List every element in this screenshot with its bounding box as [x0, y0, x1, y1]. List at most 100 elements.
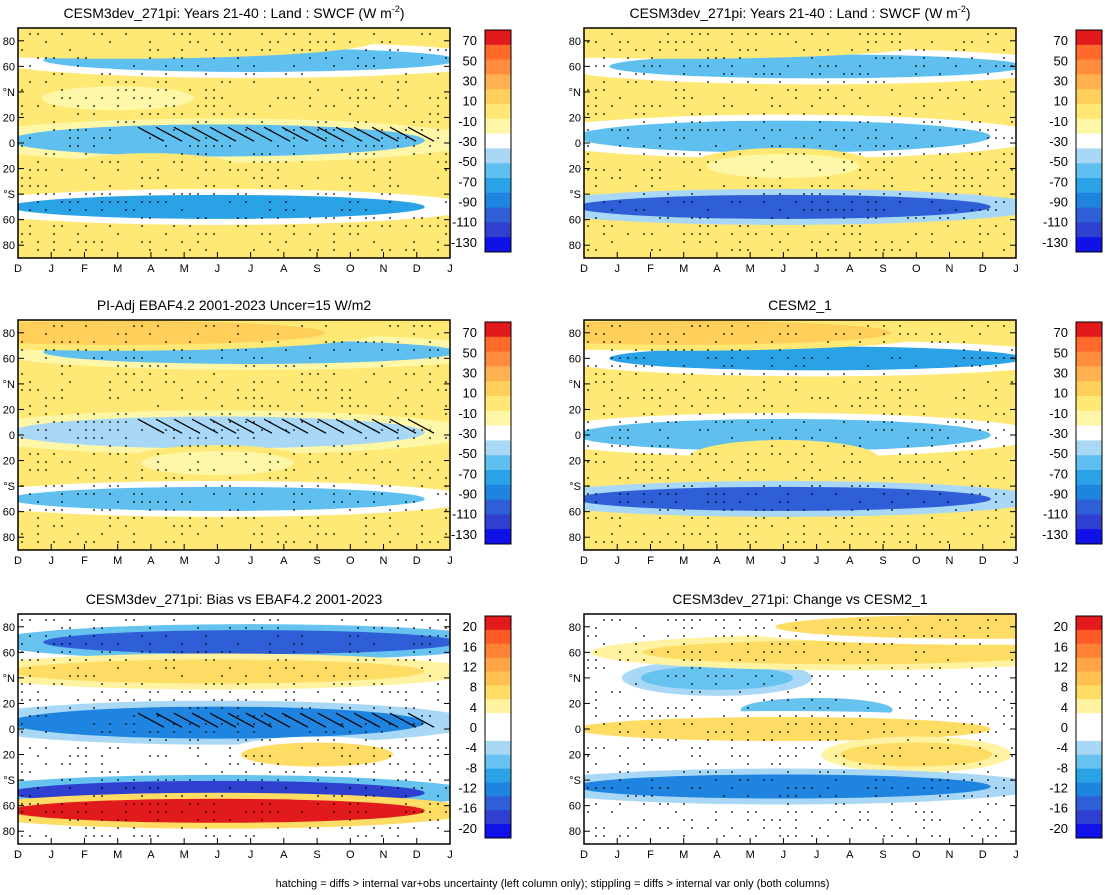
colorbar-frame — [1075, 321, 1103, 545]
y-tick-label: 0 — [9, 724, 15, 736]
y-tick-label: °N — [3, 379, 15, 391]
colorbar-label: 10 — [1054, 386, 1068, 401]
y-tick-label: °N — [569, 87, 581, 99]
colorbar-swatch — [1076, 685, 1102, 700]
colorbar-swatch — [485, 148, 511, 164]
colorbar-swatch — [485, 440, 511, 456]
band-core — [584, 28, 891, 53]
x-tick-label: M — [113, 263, 122, 275]
y-tick-label: 60 — [3, 353, 15, 365]
x-tick-label: J — [781, 849, 787, 861]
colorbar-swatch — [1076, 104, 1102, 120]
y-tick-label: °S — [569, 189, 581, 201]
colorbar-swatch — [1076, 529, 1102, 545]
colorbar-label: -130 — [1042, 527, 1068, 542]
band-core — [241, 742, 394, 767]
colorbar-swatch — [485, 657, 511, 672]
colorbar-swatch — [485, 824, 511, 839]
colorbar-swatch — [485, 207, 511, 223]
colorbar-label: 50 — [1054, 345, 1068, 360]
colorbar-label: -130 — [451, 527, 477, 542]
colorbar-swatch — [485, 796, 511, 811]
y-tick-label: 80 — [3, 328, 15, 340]
band-core — [640, 665, 793, 690]
band-core — [707, 446, 860, 470]
colorbar-label: -30 — [458, 426, 477, 441]
colorbar-swatch — [1076, 440, 1102, 456]
x-tick-label: A — [846, 555, 854, 567]
colorbar-label: 30 — [463, 365, 477, 380]
y-tick-label: 20 — [569, 698, 581, 710]
x-tick-label: J — [614, 263, 620, 275]
x-tick-label: J — [48, 263, 54, 275]
colorbar-label: 8 — [1061, 680, 1068, 695]
y-tick-label: °S — [569, 775, 581, 787]
y-tick-label: 20 — [3, 164, 15, 176]
colorbar-swatch — [485, 514, 511, 530]
x-tick-label: J — [215, 555, 221, 567]
colorbar-swatch — [485, 59, 511, 75]
colorbar-label: -50 — [458, 446, 477, 461]
colorbar-swatch — [485, 671, 511, 686]
x-tick-label: N — [380, 555, 388, 567]
x-tick-label: M — [746, 849, 755, 861]
y-tick-label: 0 — [575, 430, 581, 442]
colorbar-label: -110 — [1043, 507, 1068, 522]
colorbar-swatch — [1076, 74, 1102, 90]
y-tick-label: 0 — [9, 430, 15, 442]
colorbar-label: -70 — [458, 174, 477, 189]
band-core — [18, 416, 425, 449]
colorbar-label: -30 — [458, 134, 477, 149]
colorbar-label: -10 — [458, 406, 477, 421]
x-tick-label: M — [746, 555, 755, 567]
x-tick-label: A — [280, 555, 288, 567]
colorbar-swatch — [1076, 629, 1102, 645]
x-tick-label: O — [912, 849, 921, 861]
stippling — [587, 619, 1013, 837]
y-tick-label: 60 — [3, 215, 15, 227]
band-core — [74, 159, 227, 184]
x-tick-label: M — [679, 263, 688, 275]
colorbar-swatch — [1076, 514, 1102, 530]
x-tick-label: N — [946, 555, 954, 567]
colorbar-swatch — [1076, 484, 1102, 501]
colorbar-swatch — [1076, 222, 1102, 238]
colorbar-swatch — [485, 396, 511, 412]
colorbar-label: -110 — [452, 507, 477, 522]
x-tick-label: D — [979, 555, 987, 567]
band-core — [707, 154, 860, 178]
band-core — [18, 659, 425, 684]
panel-5: CESM3dev_271pi: Bias vs EBAF4.2 2001-202… — [3, 591, 512, 861]
colorbar-swatch — [1076, 824, 1102, 839]
colorbar-label: -16 — [458, 801, 477, 816]
y-tick-label: 60 — [569, 801, 581, 813]
colorbar-label: -4 — [465, 740, 477, 755]
x-tick-label: J — [614, 555, 620, 567]
x-tick-label: J — [215, 263, 221, 275]
y-tick-label: 20 — [569, 112, 581, 124]
colorbar-frame — [1075, 615, 1103, 839]
x-tick-label: D — [580, 555, 588, 567]
colorbar-swatch — [1076, 727, 1102, 742]
colorbar-swatch — [1076, 118, 1102, 135]
y-tick-label: 60 — [3, 507, 15, 519]
colorbar-label: -8 — [1056, 760, 1068, 775]
colorbar-swatch — [485, 713, 511, 728]
colorbar-label: -50 — [458, 154, 477, 169]
colorbar-label: -90 — [1049, 487, 1068, 502]
colorbar-label: -20 — [1049, 821, 1068, 836]
colorbar-label: -8 — [465, 760, 477, 775]
colorbar-label: -12 — [1049, 781, 1068, 796]
colorbar-swatch — [485, 163, 511, 179]
y-tick-label: 80 — [3, 532, 15, 544]
colorbar-swatch — [1076, 699, 1102, 714]
colorbar-swatch — [1076, 782, 1102, 797]
colorbar-label: 70 — [463, 325, 477, 340]
colorbar-swatch — [485, 768, 511, 783]
footer-note: hatching = diffs > internal var+obs unce… — [275, 878, 830, 890]
colorbar-label: 16 — [463, 639, 477, 654]
colorbar-label: 12 — [463, 659, 477, 674]
colorbar-swatch — [1076, 30, 1102, 46]
x-tick-label: M — [679, 849, 688, 861]
